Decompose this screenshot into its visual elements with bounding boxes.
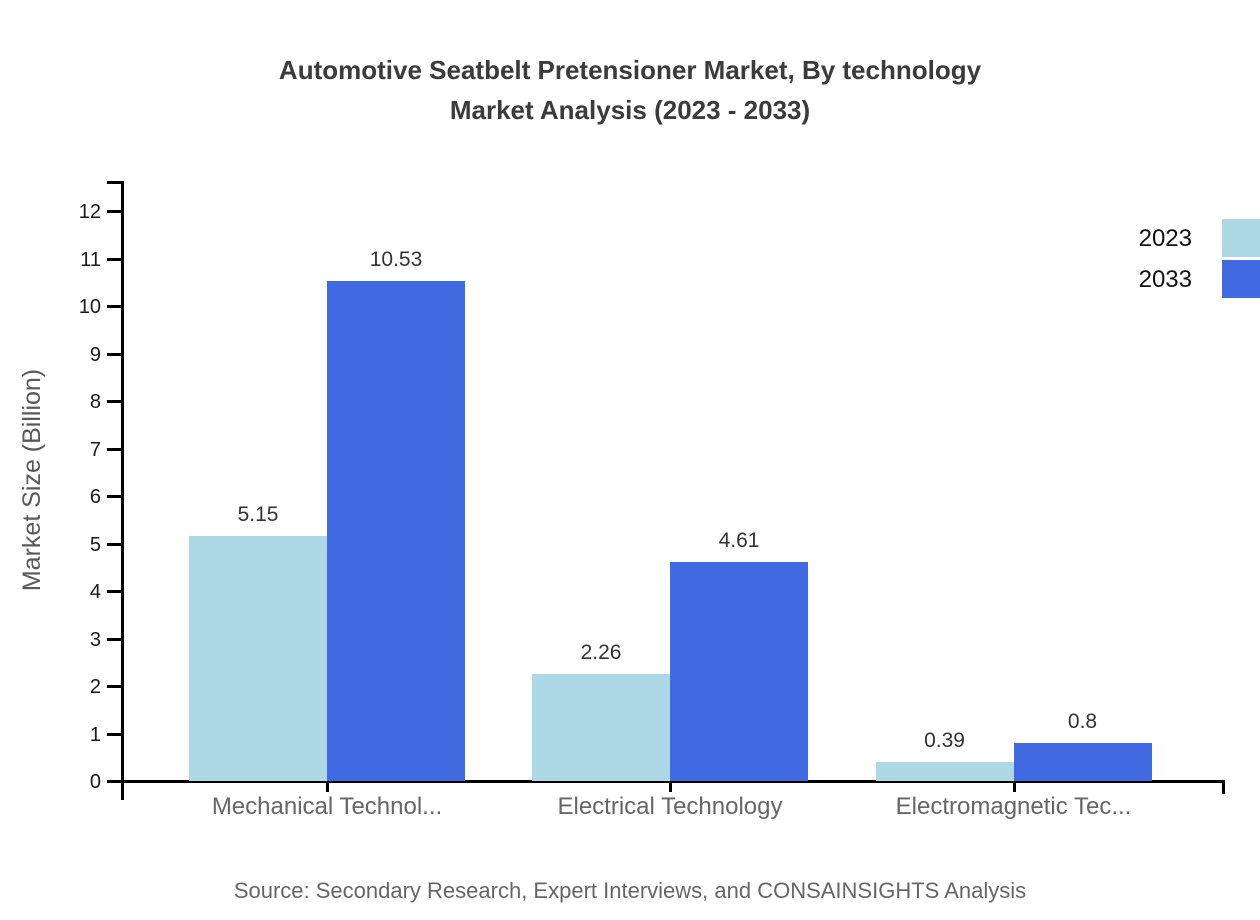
bar-value-label: 2.26 — [580, 640, 622, 664]
y-axis-tick — [107, 590, 121, 593]
x-axis-tick — [326, 781, 329, 792]
legend-label: 2023 — [1138, 225, 1192, 252]
bar-2023-1 — [189, 536, 327, 781]
y-axis-tick — [107, 447, 121, 451]
bar-value-label: 10.53 — [369, 247, 423, 271]
y-axis-tick-label: 12 — [78, 201, 101, 223]
x-axis-category-label: Mechanical Technol... — [211, 793, 443, 820]
y-axis-tick — [107, 780, 121, 783]
y-axis-tick — [107, 305, 121, 308]
bar-2033-2 — [670, 562, 808, 781]
x-axis-line — [121, 780, 1225, 783]
y-axis-tick-label: 11 — [80, 248, 101, 271]
bar-2033-1 — [327, 280, 465, 781]
bar-2023-2 — [532, 673, 670, 781]
x-axis-tick — [669, 781, 672, 792]
source-note: Source: Secondary Research, Expert Inter… — [233, 878, 1027, 903]
y-axis-title: Market Size (Billion) — [17, 280, 47, 680]
y-axis-tick — [107, 637, 121, 641]
y-axis-tick-label: 10 — [78, 296, 101, 318]
bar-value-label: 0.8 — [1067, 710, 1098, 733]
y-axis-line — [121, 181, 124, 800]
y-axis-tick — [107, 210, 121, 213]
y-axis-tick-label: 6 — [89, 486, 101, 508]
legend-label: 2033 — [1138, 266, 1192, 293]
y-axis-tick-label: 0 — [89, 771, 101, 793]
bar-value-label: 4.61 — [718, 529, 760, 553]
chart-title-line1: Automotive Seatbelt Pretensioner Market,… — [278, 55, 982, 85]
y-axis-tick — [107, 400, 121, 403]
bar-value-label: 5.15 — [237, 503, 279, 527]
x-axis-end-tick — [1222, 781, 1225, 794]
y-axis-tick-label: 1 — [89, 723, 101, 746]
x-axis-tick — [1012, 781, 1016, 792]
chart-title-line2: Market Analysis (2023 - 2033) — [449, 95, 811, 125]
chart-title: Automotive Seatbelt Pretensioner Market,… — [0, 50, 1260, 130]
y-axis-tick-label: 3 — [89, 628, 101, 651]
y-axis-tick — [107, 257, 121, 261]
y-axis-tick — [107, 732, 121, 736]
y-axis-end-tick — [107, 181, 121, 184]
legend-swatch-2023 — [1222, 219, 1260, 257]
y-axis-tick — [107, 542, 121, 546]
bar-2033-3 — [1013, 743, 1152, 781]
y-axis-tick-label: 7 — [89, 438, 101, 461]
y-axis-tick-label: 8 — [89, 391, 101, 413]
y-axis-tick — [107, 495, 121, 498]
y-axis-tick-label: 4 — [89, 581, 101, 603]
y-axis-tick-label: 5 — [89, 533, 101, 556]
y-axis-tick — [107, 685, 121, 688]
bar-value-label: 0.39 — [924, 729, 965, 753]
x-axis-category-label: Electrical Technology — [557, 793, 783, 820]
y-axis-tick-label: 2 — [89, 676, 101, 698]
y-axis-tick-label: 9 — [89, 343, 101, 366]
x-axis-category-label: Electromagnetic Tec... — [895, 793, 1132, 820]
bar-2023-3 — [875, 762, 1014, 781]
legend-swatch-2033 — [1222, 260, 1260, 298]
y-axis-tick — [107, 352, 121, 356]
